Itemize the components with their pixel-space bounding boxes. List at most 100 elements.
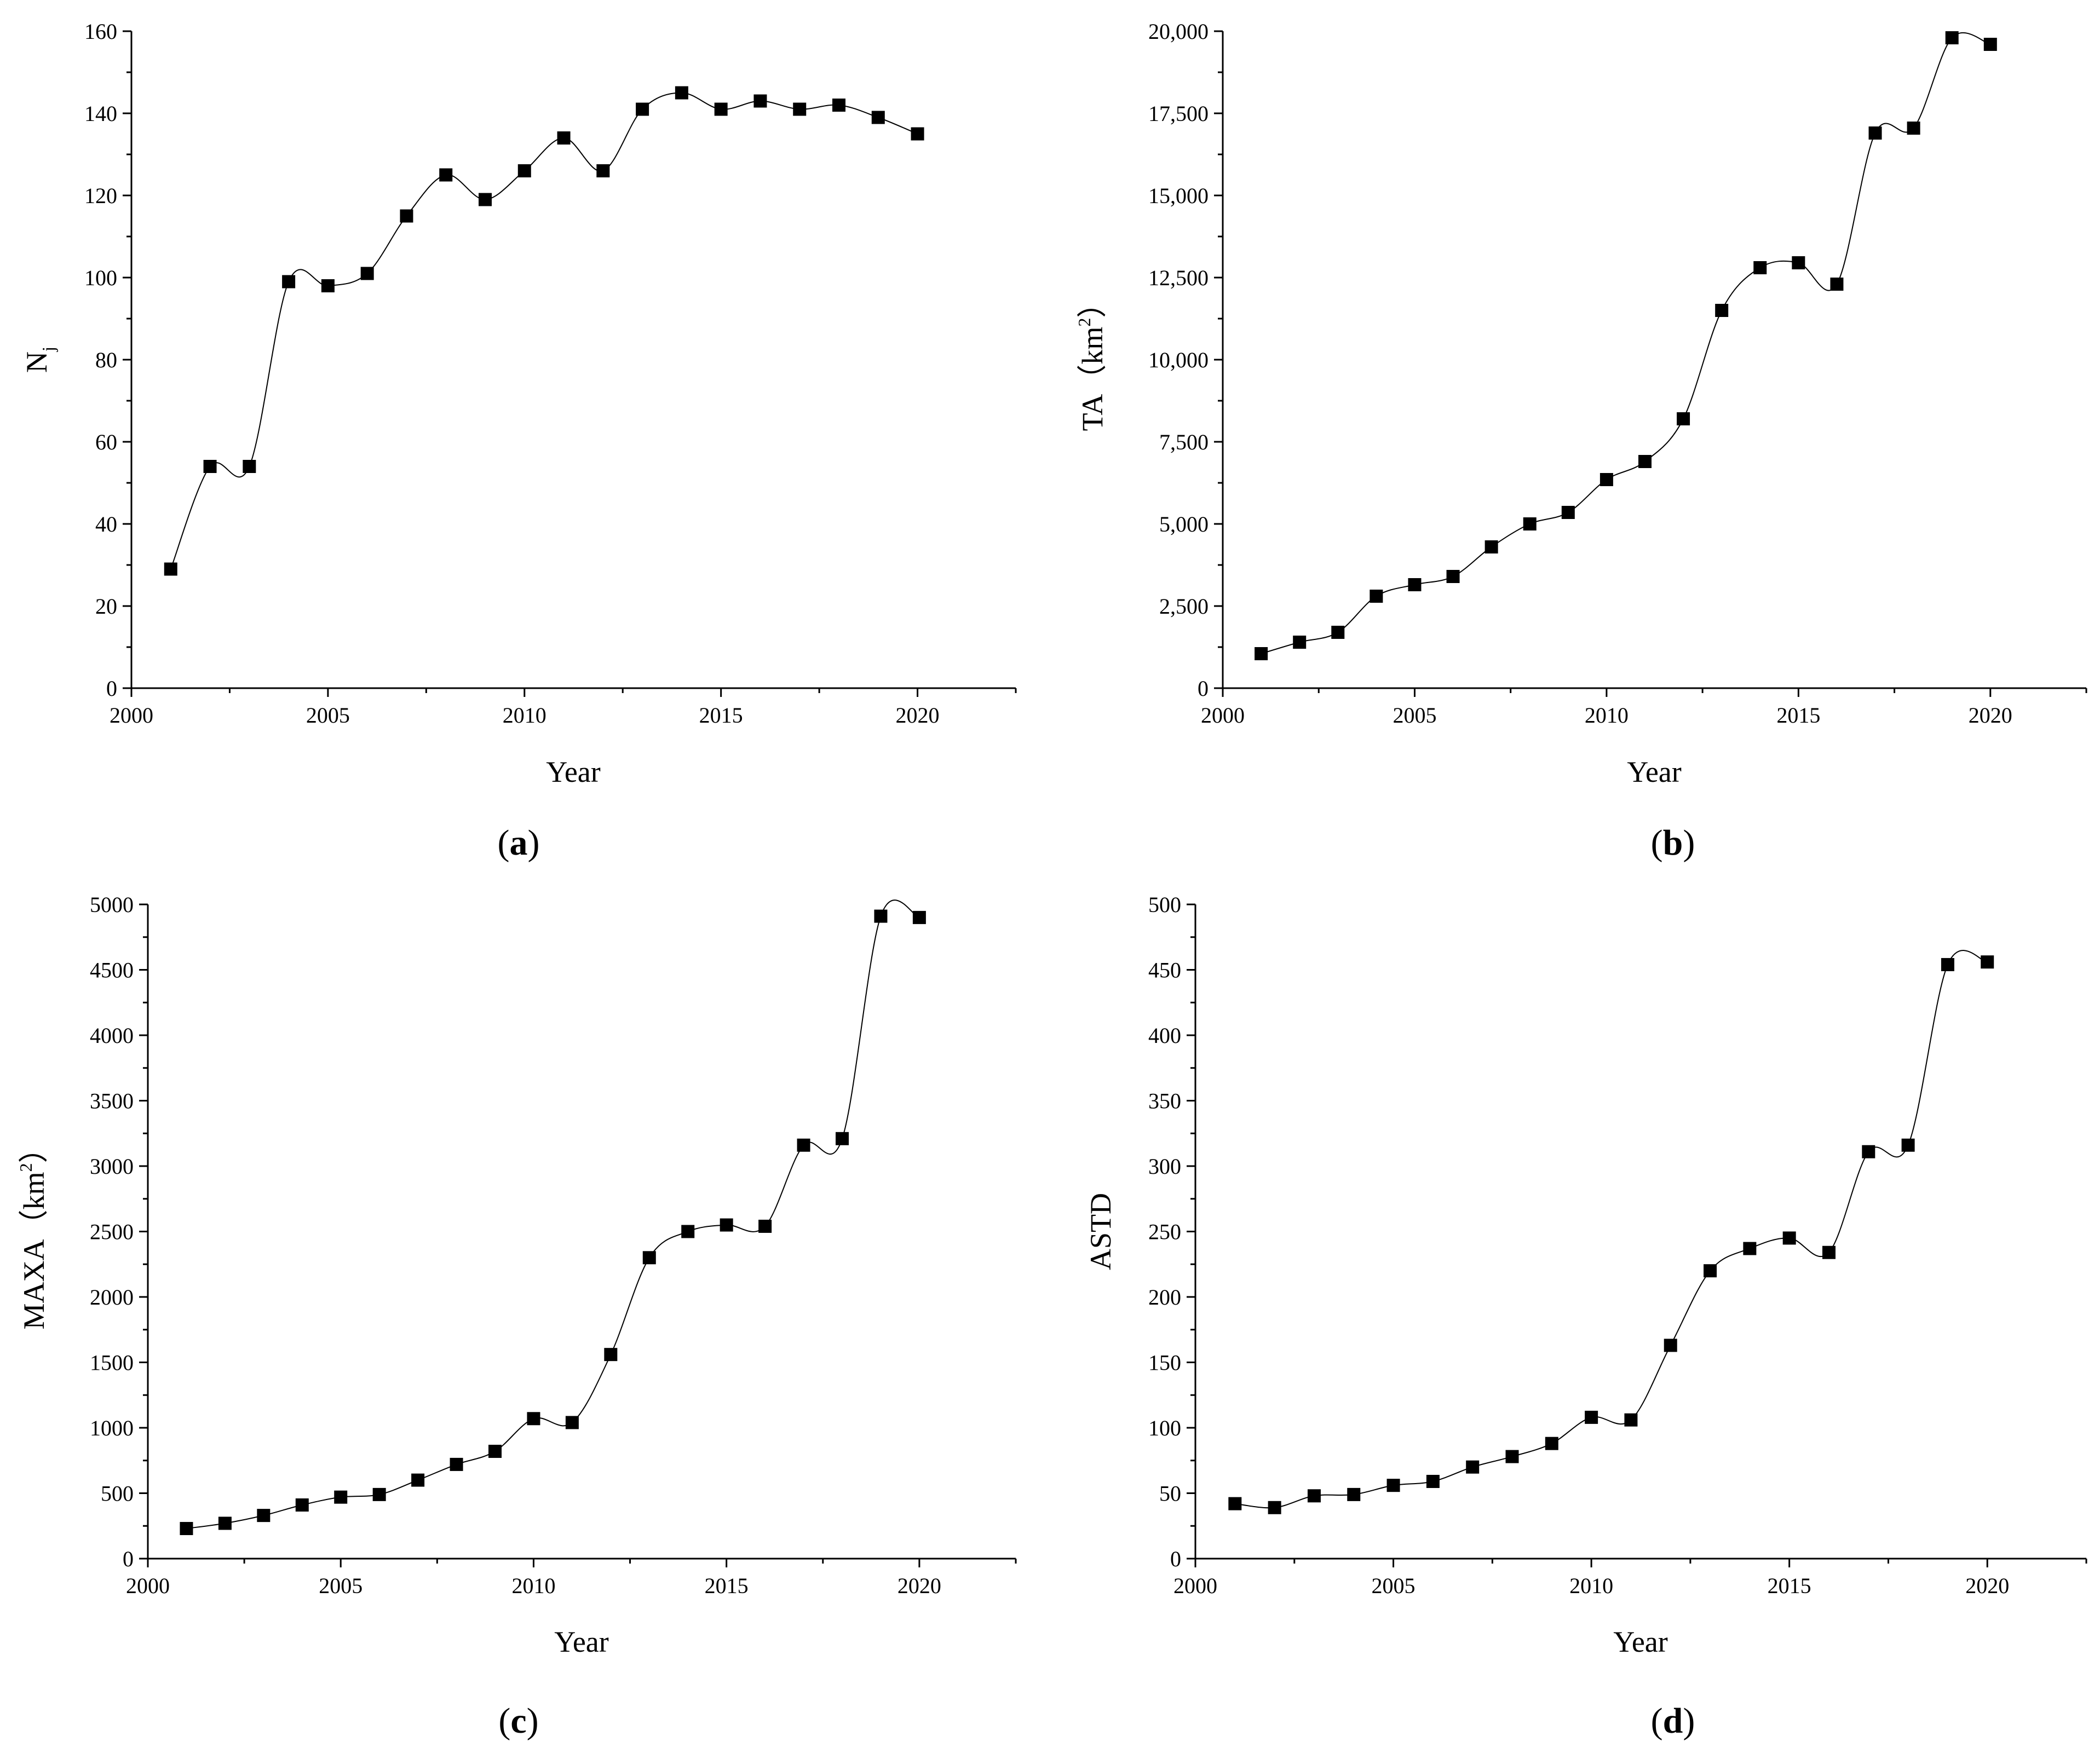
chart-b-data-point (1983, 38, 1997, 51)
chart-c-x-axis-title: Year (554, 1625, 609, 1658)
chart-d-y-tick-label: 150 (1148, 1351, 1181, 1375)
chart-b-x-tick-label: 2000 (1201, 703, 1245, 728)
chart-b-y-tick-label: 20,000 (1148, 19, 1209, 44)
chart-b-data-point (1600, 473, 1613, 486)
chart-b-series-line (1261, 32, 1991, 654)
chart-a-data-point (636, 102, 649, 116)
chart-panel-b: Year 2000 2005 2010 2015 2020 0 2,500 5,000 7,50… (1050, 0, 2100, 879)
chart-d-x-axis-title: Year (1613, 1625, 1668, 1658)
chart-d-data-point (1386, 1479, 1400, 1492)
chart-d-data-point (1426, 1474, 1440, 1488)
chart-d-data-point (1624, 1413, 1638, 1427)
chart-a-data-point (832, 99, 845, 112)
chart-a-x-tick-label: 2010 (503, 703, 546, 728)
chart-d-data-point (1268, 1501, 1281, 1514)
chart-panel-d: Year 2000 2005 2010 2015 2020 0 50 100 150 200 250… (1050, 880, 2100, 1759)
chart-b-y-axis-title: TA（km2） (1074, 289, 1109, 431)
chart-b-data-point (1868, 126, 1882, 140)
chart-d-y-tick-label: 400 (1148, 1023, 1181, 1048)
chart-d-data-point (1704, 1264, 1717, 1278)
chart-b-data-point (1753, 261, 1767, 274)
chart-a-y-tick-label: 0 (106, 676, 117, 701)
chart-c-data-point (642, 1251, 656, 1265)
chart-a-data-point (517, 164, 531, 177)
chart-b-y-tick-label: 0 (1198, 676, 1209, 701)
chart-c-y-tick-label: 4500 (90, 958, 134, 983)
chart-c-y-tick-label: 3500 (90, 1089, 134, 1114)
chart-c-data-point (836, 1132, 849, 1145)
chart-d-data-point (1822, 1245, 1836, 1259)
chart-b-x-tick-label: 2005 (1393, 703, 1436, 728)
chart-panel-c: Year 2000 2005 2010 2015 2020 0 500 1000 1500 200… (0, 880, 1050, 1759)
chart-d-data-point (1585, 1410, 1598, 1424)
chart-a-data-point (400, 209, 413, 223)
chart-b-data-point (1255, 647, 1268, 660)
chart-d-y-tick-label: 0 (1170, 1547, 1181, 1571)
chart-b-data-point (1830, 278, 1844, 291)
chart-a-data-point (753, 94, 767, 108)
chart-d-x-tick-label: 2020 (1965, 1573, 2009, 1598)
chart-a-data-point (596, 164, 610, 177)
chart-a-y-tick-label: 120 (84, 183, 117, 208)
chart-c-data-point (180, 1522, 193, 1536)
chart-b-y-tick-label: 12,500 (1148, 266, 1209, 290)
chart-d-y-tick-label: 50 (1159, 1481, 1181, 1506)
chart-d-data-point (1545, 1437, 1558, 1450)
chart-a-data-point (793, 102, 807, 116)
chart-b-y-tick-label: 5,000 (1159, 512, 1209, 537)
chart-d-y-tick-label: 200 (1148, 1285, 1181, 1310)
chart-b-data-point (1523, 517, 1537, 530)
chart-b-data-point (1907, 122, 1920, 135)
chart-b-svg: Year 2000 2005 2010 2015 2020 0 2,500 5,000 7,50… (1074, 19, 2087, 788)
chart-b-data-point (1792, 256, 1805, 269)
chart-c-y-tick-label: 0 (123, 1547, 134, 1571)
chart-d-data-point (1466, 1460, 1480, 1474)
chart-c-data-point (411, 1473, 425, 1487)
chart-b-data-point (1561, 506, 1575, 519)
chart-d-data-point (1307, 1489, 1321, 1503)
chart-c-series-line (186, 899, 920, 1530)
chart-b-y-tick-label: 17,500 (1148, 101, 1209, 126)
chart-b-data-point (1446, 570, 1460, 583)
chart-c-y-tick-label: 2500 (90, 1220, 134, 1244)
chart-b-y-tick-label: 7,500 (1159, 430, 1209, 454)
chart-d-y-tick-label: 450 (1148, 958, 1181, 983)
chart-c-y-tick-label: 2000 (90, 1285, 134, 1310)
chart-d-data-point (1901, 1138, 1915, 1152)
chart-c-x-tick-label: 2005 (319, 1573, 363, 1598)
chart-d-data-point (1743, 1242, 1757, 1255)
chart-a-data-point (557, 131, 571, 145)
chart-b-data-point (1331, 626, 1345, 639)
chart-a-x-tick-label: 2005 (306, 703, 350, 728)
chart-b-x-tick-label: 2020 (1969, 703, 2012, 728)
chart-c-y-tick-label: 1000 (90, 1416, 134, 1440)
chart-d-data-point (1347, 1487, 1361, 1501)
chart-d-x-tick-label: 2005 (1372, 1573, 1416, 1598)
chart-a-x-tick-label: 2000 (110, 703, 153, 728)
chart-c-data-point (758, 1219, 772, 1233)
chart-a-y-tick-label: 20 (95, 594, 117, 619)
chart-d-y-tick-label: 300 (1148, 1154, 1181, 1179)
chart-a-data-point (164, 562, 177, 576)
chart-d-data-point (1664, 1339, 1677, 1352)
chart-c-data-point (257, 1509, 271, 1522)
chart-a-data-point (243, 460, 256, 473)
chart-a-y-tick-label: 140 (84, 101, 117, 126)
chart-a-data-point (675, 86, 688, 100)
chart-b-data-point (1485, 540, 1498, 553)
chart-c-data-point (797, 1138, 810, 1152)
chart-c-x-tick-label: 2020 (897, 1573, 941, 1598)
chart-a-x-axis-title: Year (546, 755, 601, 788)
chart-b-x-tick-label: 2015 (1776, 703, 1820, 728)
chart-c-y-tick-label: 5000 (90, 892, 134, 917)
chart-panel-a: Year 2000 2005 2010 2015 2020 0 20 40 60 80 100 120… (0, 0, 1050, 879)
chart-d-y-tick-label: 250 (1148, 1220, 1181, 1244)
chart-a-data-point (282, 275, 296, 289)
chart-c-data-point (604, 1348, 618, 1362)
chart-c-data-point (488, 1445, 502, 1458)
chart-d-series-line (1235, 950, 1988, 1509)
chart-a-data-point (439, 168, 453, 182)
chart-b-data-point (1677, 412, 1690, 425)
chart-a-x-tick-label: 2020 (896, 703, 940, 728)
chart-c-y-tick-label: 4000 (90, 1023, 134, 1048)
